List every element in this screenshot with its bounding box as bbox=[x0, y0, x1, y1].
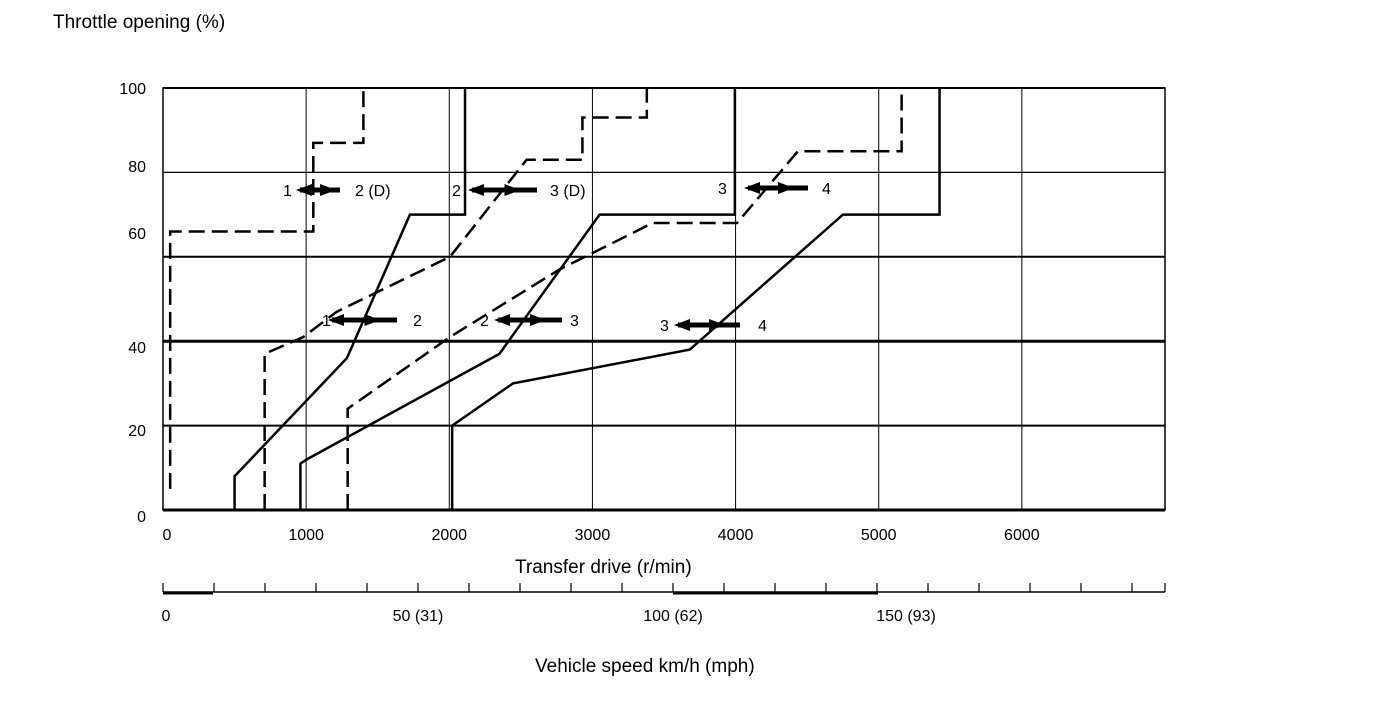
annotation-from-gear: 2 bbox=[480, 313, 489, 330]
speed-axis-title: Vehicle speed km/h (mph) bbox=[535, 656, 755, 677]
arrowhead-right bbox=[320, 184, 336, 196]
arrowhead-left bbox=[744, 182, 760, 194]
speed-tick-label: 150 (93) bbox=[876, 608, 936, 625]
arrowhead-left bbox=[494, 314, 510, 326]
x-tick-label: 6000 bbox=[1004, 527, 1040, 544]
speed-tick-label: 100 (62) bbox=[643, 608, 703, 625]
annotation-to-gear: 2 (D) bbox=[355, 183, 391, 200]
shift-line bbox=[263, 88, 649, 510]
x-tick-label: 1000 bbox=[288, 527, 324, 544]
speed-tick-label: 50 (31) bbox=[393, 608, 444, 625]
x-tick-label: 2000 bbox=[431, 527, 467, 544]
annotation-from-gear: 3 bbox=[718, 181, 727, 198]
x-tick-label: 0 bbox=[163, 527, 172, 544]
x-tick-label: 5000 bbox=[861, 527, 897, 544]
y-tick-label: 100 bbox=[119, 81, 146, 98]
arrowhead-right bbox=[364, 314, 381, 326]
y-tick-label: 20 bbox=[128, 423, 146, 440]
shift-line bbox=[168, 88, 365, 489]
y-tick-label: 60 bbox=[128, 226, 146, 243]
arrowhead-left bbox=[328, 314, 344, 326]
speed-tick-label: 0 bbox=[162, 608, 171, 625]
annotation-from-gear: 3 bbox=[660, 318, 669, 335]
annotation-from-gear: 2 bbox=[452, 183, 461, 200]
arrowhead-left bbox=[674, 319, 690, 331]
arrowhead-right bbox=[778, 182, 794, 194]
y-axis-title: Throttle opening (%) bbox=[53, 12, 226, 33]
arrowhead-right bbox=[709, 319, 725, 331]
y-tick-label: 40 bbox=[128, 340, 146, 357]
shift-line bbox=[346, 88, 903, 510]
annotation-from-gear: 1 bbox=[322, 313, 331, 330]
x-axis-title: Transfer drive (r/min) bbox=[515, 557, 692, 578]
arrowhead-left bbox=[296, 184, 312, 196]
annotation-to-gear: 4 bbox=[822, 181, 831, 198]
shift-line bbox=[299, 88, 737, 510]
annotation-to-gear: 3 bbox=[570, 313, 579, 330]
y-tick-label: 80 bbox=[128, 159, 146, 176]
arrowhead-right bbox=[530, 314, 546, 326]
x-tick-label: 3000 bbox=[575, 527, 611, 544]
annotation-to-gear: 4 bbox=[758, 318, 767, 335]
x-tick-label: 4000 bbox=[718, 527, 754, 544]
y-tick-label: 0 bbox=[137, 509, 146, 526]
annotation-to-gear: 3 (D) bbox=[550, 183, 586, 200]
shift-line bbox=[450, 88, 941, 510]
plot-frame bbox=[162, 87, 1166, 511]
annotation-from-gear: 1 bbox=[283, 183, 292, 200]
shift-line bbox=[233, 88, 467, 510]
arrowhead-right bbox=[504, 184, 521, 196]
arrowhead-left bbox=[468, 184, 484, 196]
annotation-to-gear: 2 bbox=[413, 313, 422, 330]
